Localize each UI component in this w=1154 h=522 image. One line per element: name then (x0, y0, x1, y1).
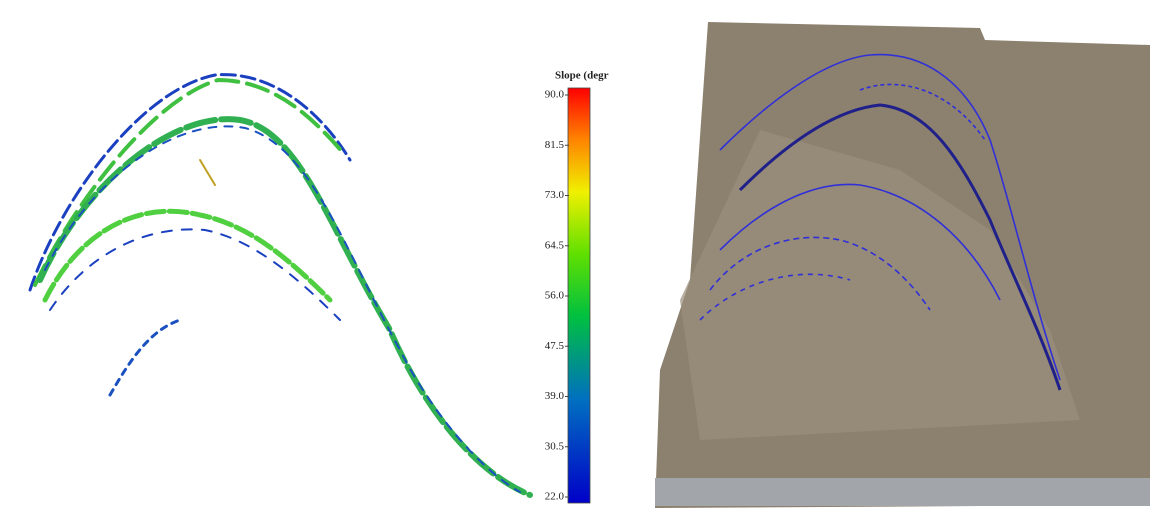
colorbar-title: Slope (degr (555, 70, 609, 82)
colorbar-tick-label: 56.0 (545, 290, 565, 302)
colorbar-tick-label: 73.0 (545, 189, 565, 201)
slope-map (30, 75, 530, 495)
aerial-photo (655, 22, 1150, 508)
colorbar-tick-label: 39.0 (545, 390, 565, 402)
colorbar-tick-label: 64.5 (545, 239, 565, 251)
colorbar-tick-label: 90.0 (545, 89, 565, 101)
colorbar-tick-label: 30.5 (545, 440, 565, 452)
colorbar-tick-label: 81.5 (545, 139, 565, 151)
colorbar-tick-label: 47.5 (545, 340, 565, 352)
colorbar (568, 88, 590, 503)
figure: Slope (degr 22.0 30.5 39.0 47.5 56.0 64.5 73.0… (0, 0, 1154, 517)
colorbar-tick-label: 22.0 (545, 491, 565, 503)
